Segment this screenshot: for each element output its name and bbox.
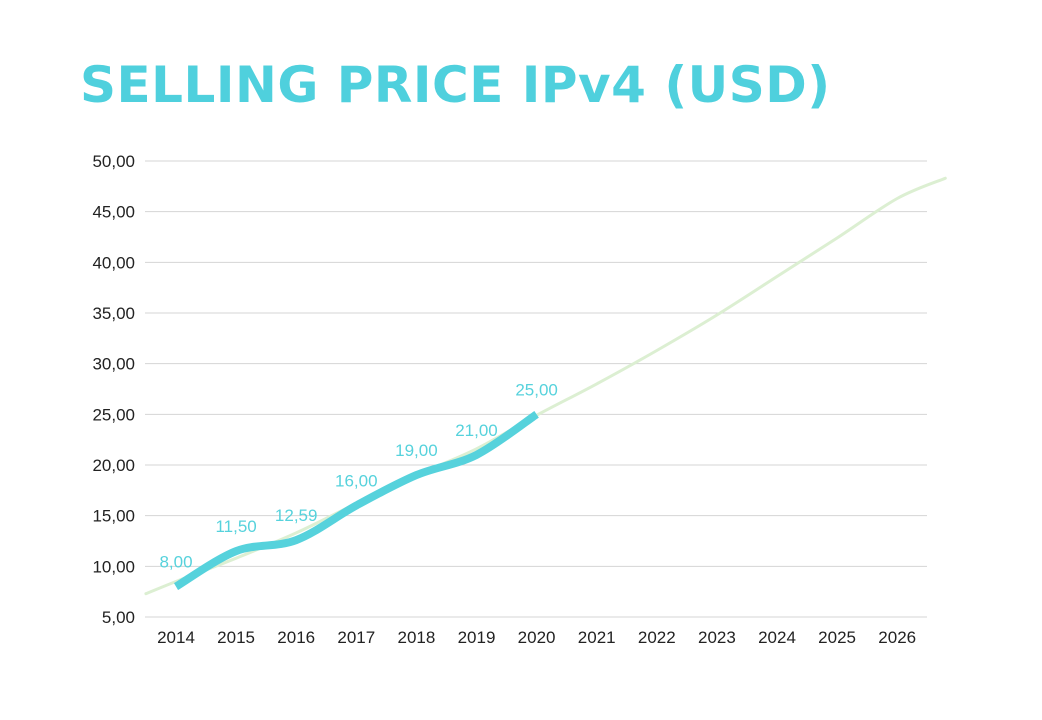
y-tick-label: 30,00 — [92, 355, 135, 374]
actual-series — [173, 410, 539, 591]
data-label: 12,59 — [275, 506, 318, 525]
actual-price-line — [173, 410, 539, 591]
data-label: 25,00 — [515, 380, 558, 399]
x-tick-label: 2014 — [157, 628, 195, 647]
y-axis-tick-labels: 5,00 10,00 15,00 20,00 25,00 30,00 35,00 40,00 4… — [92, 152, 135, 627]
y-tick-label: 35,00 — [92, 304, 135, 323]
y-tick-label: 15,00 — [92, 507, 135, 526]
data-labels: 8,00 11,50 12,59 16,00 19,00 21,00 25,00 — [159, 380, 557, 571]
x-tick-label: 2018 — [397, 628, 435, 647]
x-tick-label: 2019 — [458, 628, 496, 647]
x-tick-label: 2021 — [578, 628, 616, 647]
y-tick-label: 45,00 — [92, 203, 135, 222]
y-tick-label: 40,00 — [92, 253, 135, 272]
x-tick-label: 2024 — [758, 628, 796, 647]
y-tick-label: 25,00 — [92, 405, 135, 424]
data-label: 16,00 — [335, 472, 378, 491]
x-tick-label: 2023 — [698, 628, 736, 647]
chart-title: SELLING PRICE IPv4 (USD) — [80, 56, 831, 114]
x-tick-label: 2017 — [337, 628, 375, 647]
data-label: 21,00 — [455, 421, 498, 440]
x-tick-label: 2026 — [878, 628, 916, 647]
x-tick-label: 2016 — [277, 628, 315, 647]
y-tick-label: 10,00 — [92, 557, 135, 576]
x-tick-label: 2020 — [518, 628, 556, 647]
data-label: 19,00 — [395, 441, 438, 460]
y-tick-label: 5,00 — [102, 608, 135, 627]
x-tick-label: 2025 — [818, 628, 856, 647]
y-tick-label: 20,00 — [92, 456, 135, 475]
data-label: 11,50 — [215, 517, 256, 536]
x-tick-label: 2022 — [638, 628, 676, 647]
x-tick-label: 2015 — [217, 628, 255, 647]
grid-lines — [145, 160, 927, 618]
data-label: 8,00 — [159, 553, 192, 572]
y-tick-label: 50,00 — [92, 152, 135, 171]
x-axis-tick-labels: 2014 2015 2016 2017 2018 2019 2020 2021 2022 2023… — [157, 628, 916, 647]
